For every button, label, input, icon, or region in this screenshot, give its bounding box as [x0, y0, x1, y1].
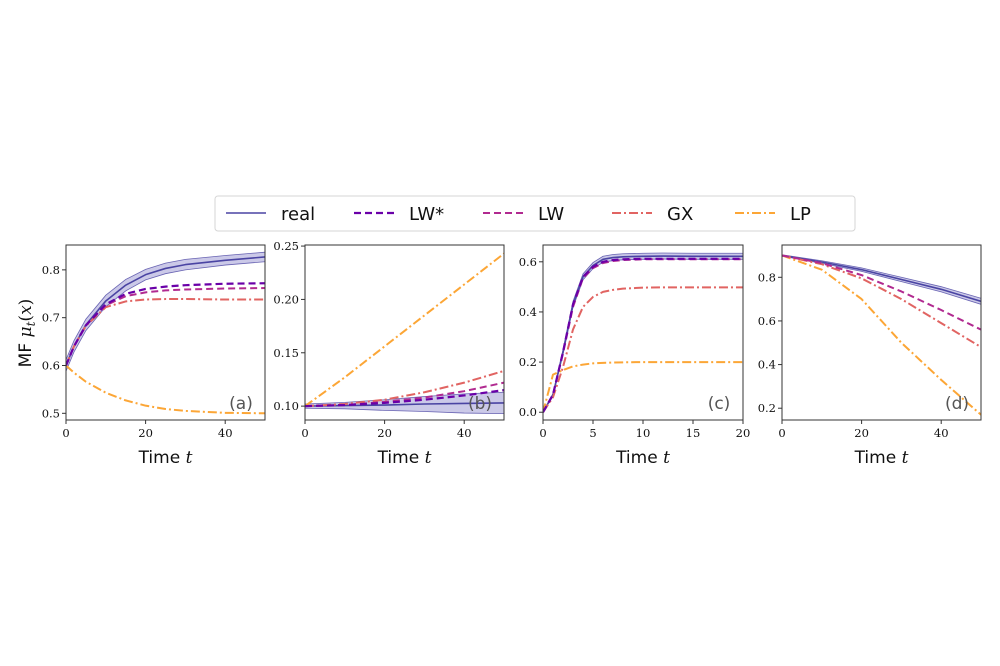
band-lower-edge: [66, 261, 265, 372]
x-tick-label: 40: [457, 426, 472, 440]
y-tick-label: 0.7: [42, 311, 60, 325]
series-line-lw-star: [66, 282, 265, 366]
panel-label: (d): [945, 394, 969, 414]
panel-c: 0 5 10 15 20 0.0 0.2 0.4 0.6 Time t (c): [519, 244, 751, 468]
series-line-lw: [543, 258, 743, 413]
y-tick-label: 0.2: [758, 401, 776, 415]
band-upper-edge: [782, 254, 981, 299]
legend-label: LW: [538, 204, 564, 225]
legend-label: LW*: [409, 204, 444, 225]
axes-frame: [304, 244, 505, 421]
legend-entry-lp: LP: [735, 204, 811, 225]
legend-label: GX: [667, 204, 693, 225]
legend: real LW* LW GX LP: [214, 195, 856, 232]
band-lower-edge: [543, 258, 743, 413]
series-line-lw-star: [543, 257, 743, 413]
series-line-lw: [66, 287, 265, 366]
y-tick-label: 0.4: [519, 305, 537, 319]
series-line-lp: [782, 254, 981, 416]
y-tick-label: 0.6: [42, 358, 60, 372]
legend-entry-real: real: [226, 204, 315, 225]
x-tick-label: 40: [934, 426, 949, 440]
band-upper-edge: [66, 251, 265, 360]
series-line-gx: [66, 298, 265, 366]
series-line-lp: [305, 252, 504, 407]
y-axis-label: MF μt(x): [16, 299, 38, 368]
legend-entry-gx: GX: [612, 204, 693, 225]
y-tick-label: 0.25: [273, 239, 299, 253]
series-line-lw-star: [305, 389, 504, 408]
plot-area: [66, 251, 265, 415]
series-line-lp: [66, 364, 265, 415]
band-lower-edge: [305, 407, 504, 414]
axes-frame: [65, 244, 266, 421]
x-tick-label: 0: [62, 426, 69, 440]
series-line-lw: [782, 254, 981, 331]
series-line-real: [543, 255, 743, 413]
y-tick-label: 0.4: [758, 358, 776, 372]
y-tick-label: 0.8: [42, 263, 60, 277]
band-lower-edge: [782, 255, 981, 305]
x-tick-label: 20: [854, 426, 869, 440]
panel-label: (c): [708, 394, 731, 414]
panel-b: 0 20 40 0.10 0.15 0.20 0.25 Time t (b): [273, 239, 505, 468]
y-tick-label: 0.20: [273, 292, 299, 306]
x-tick-label: 0: [539, 426, 546, 440]
x-axis-label: Time t: [854, 448, 909, 468]
x-axis-label: Time t: [615, 448, 670, 468]
x-tick-label: 0: [301, 426, 308, 440]
legend-frame: [214, 195, 856, 232]
plot-area: [305, 252, 504, 414]
legend-label: LP: [790, 204, 811, 225]
series-line-gx: [543, 286, 743, 413]
axes-frame: [781, 244, 982, 421]
plot-area: [543, 252, 743, 413]
y-tick-label: 0.10: [273, 399, 299, 413]
x-tick-label: 20: [138, 426, 153, 440]
panel-a: 0 20 40 0.5 0.6 0.7 0.8 Time t (a): [42, 244, 266, 468]
panel-label: (b): [468, 394, 492, 414]
y-tick-label: 0.6: [519, 255, 537, 269]
x-axis-label: Time t: [138, 448, 193, 468]
legend-entry-lw-star: LW*: [354, 204, 444, 225]
plot-area: [782, 254, 981, 416]
x-axis-label: Time t: [377, 448, 432, 468]
x-tick-label: 40: [218, 426, 233, 440]
y-tick-label: 0.15: [273, 346, 299, 360]
panel-label: (a): [229, 394, 253, 414]
y-tick-label: 0.0: [519, 405, 537, 419]
series-line-gx: [782, 254, 981, 348]
x-tick-label: 15: [686, 426, 701, 440]
x-tick-label: 20: [377, 426, 392, 440]
y-tick-label: 0.5: [42, 406, 60, 420]
legend-label: real: [281, 204, 315, 225]
y-tick-label: 0.2: [519, 355, 537, 369]
legend-entry-lw: LW: [483, 204, 564, 225]
x-tick-label: 5: [589, 426, 596, 440]
x-tick-label: 20: [736, 426, 751, 440]
x-tick-label: 10: [636, 426, 651, 440]
y-tick-label: 0.6: [758, 314, 776, 328]
x-tick-label: 0: [778, 426, 785, 440]
panel-d: 0 20 40 0.2 0.4 0.6 0.8 Time t (d): [758, 244, 982, 468]
series-line-lp: [543, 361, 743, 413]
y-tick-label: 0.8: [758, 270, 776, 284]
